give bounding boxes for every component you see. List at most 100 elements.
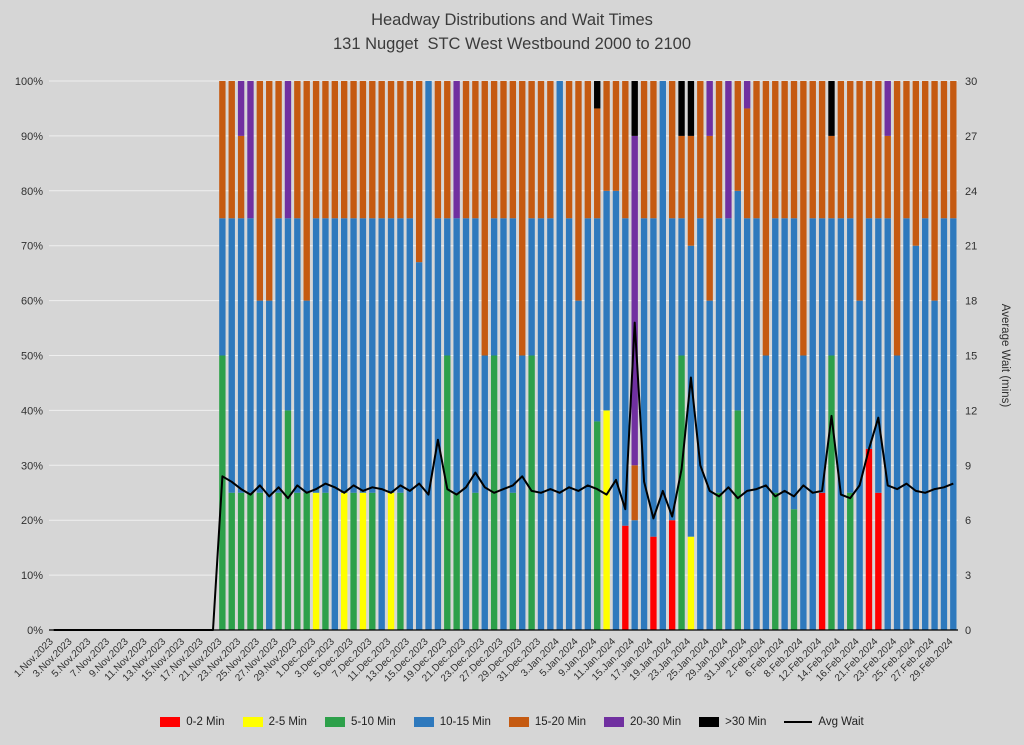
bar-segment [743,108,751,219]
bar-segment [453,81,460,219]
bar-segment [247,492,254,630]
bar-segment [772,81,779,219]
bar-segment [509,81,517,219]
left-axis-tick: 20% [21,515,43,527]
legend-swatch [242,717,263,727]
bar-segment [940,81,948,219]
bar-segment [734,81,741,191]
bar-segment [912,81,920,246]
bar-segment [575,81,582,301]
bar-segment [790,81,798,219]
bar-segment [875,492,882,630]
bar-segment [903,81,910,219]
bar-segment [331,218,338,630]
bar-segment [893,81,901,356]
left-axis-tick: 30% [21,460,43,472]
legend-label: 10-15 Min [439,716,491,728]
bar-segment [640,218,648,630]
bar-segment [481,81,488,356]
bar-segment [893,355,901,630]
bar-segment [884,135,891,219]
bar-segment [678,135,685,219]
bar-segment [547,81,554,219]
bar-segment [790,509,798,630]
legend-label: >30 Min [725,716,767,728]
bar-segment [612,190,620,631]
bar-segment [237,81,245,136]
bar-segment [762,355,770,630]
legend-item-avg-wait: Avg Wait [784,716,864,728]
bar-segment [303,81,310,301]
bar-segment [275,218,282,493]
bar-segment [369,81,376,219]
bar-segment [528,81,535,219]
bar-segment [753,218,760,630]
bar-segment [472,492,479,630]
bar-segment [668,81,676,219]
bar-segment [247,81,254,219]
bar-segment [697,218,704,630]
bar-segment [284,218,292,411]
bar-segment [594,108,601,219]
bar-segment [781,81,788,219]
bar-segment [284,410,292,630]
bar-segment [519,81,526,356]
bar-segment [668,520,676,630]
bar-segment [612,81,620,191]
bar-segment [603,81,610,191]
bar-segment [594,218,601,422]
bar-segment [294,492,301,630]
bar-segment [678,81,685,136]
bar-segment [434,218,442,630]
bar-segment [294,218,301,493]
bar-segment [809,218,816,630]
bar-segment [462,81,470,219]
legend-label: Avg Wait [818,716,864,728]
bar-segment [359,218,367,493]
bar-segment [697,81,704,219]
bar-segment [415,81,423,263]
chart-subtitle: 131 Nugget STC West Westbound 2000 to 21… [332,35,692,53]
chart-title: Headway Distributions and Wait Times [371,11,653,29]
bar-segment [312,81,320,219]
bar-segment [828,218,835,356]
bar-segment [341,81,348,219]
bar-segment [275,81,282,219]
bar-segment [359,81,367,219]
left-axis-tick: 100% [15,76,43,88]
left-axis-tick: 70% [21,241,43,253]
bar-segment [556,81,563,630]
bar-segment [622,81,629,219]
bar-segment [594,81,601,109]
bar-segment [322,81,329,219]
bar-segment [312,218,320,493]
bar-segment [228,81,235,219]
right-axis-tick: 21 [965,241,977,253]
bar-segment [687,135,695,246]
bar-segment [406,218,413,630]
right-axis-tick: 30 [965,76,977,88]
bar-segment [406,81,413,219]
plot-area: 0% 0 10% 3 20% 6 30% 9 40% 12 50% 15 60% 18 70% 21 80% 24… [12,76,1011,684]
right-axis-tick: 0 [965,625,971,637]
bar-segment [266,300,273,630]
bar-segment [856,300,863,630]
bar-segment [237,218,245,493]
bar-segment [322,218,329,493]
bar-segment [528,355,535,630]
bar-segment [809,81,816,219]
bar-segment [631,520,638,630]
bar-segment [369,218,376,493]
legend-item: 5-10 Min [324,716,396,728]
bar-segment [256,81,264,301]
bar-segment [237,135,245,219]
bar-segment [818,218,826,493]
bar-segment [715,492,723,630]
bar-segment [228,492,235,630]
bar-segment [350,218,357,493]
bar-segment [875,81,882,219]
legend-item: 2-5 Min [242,716,307,728]
bar-segment [303,300,310,493]
right-axis-tick: 24 [965,186,977,198]
bar-segment [931,300,938,630]
